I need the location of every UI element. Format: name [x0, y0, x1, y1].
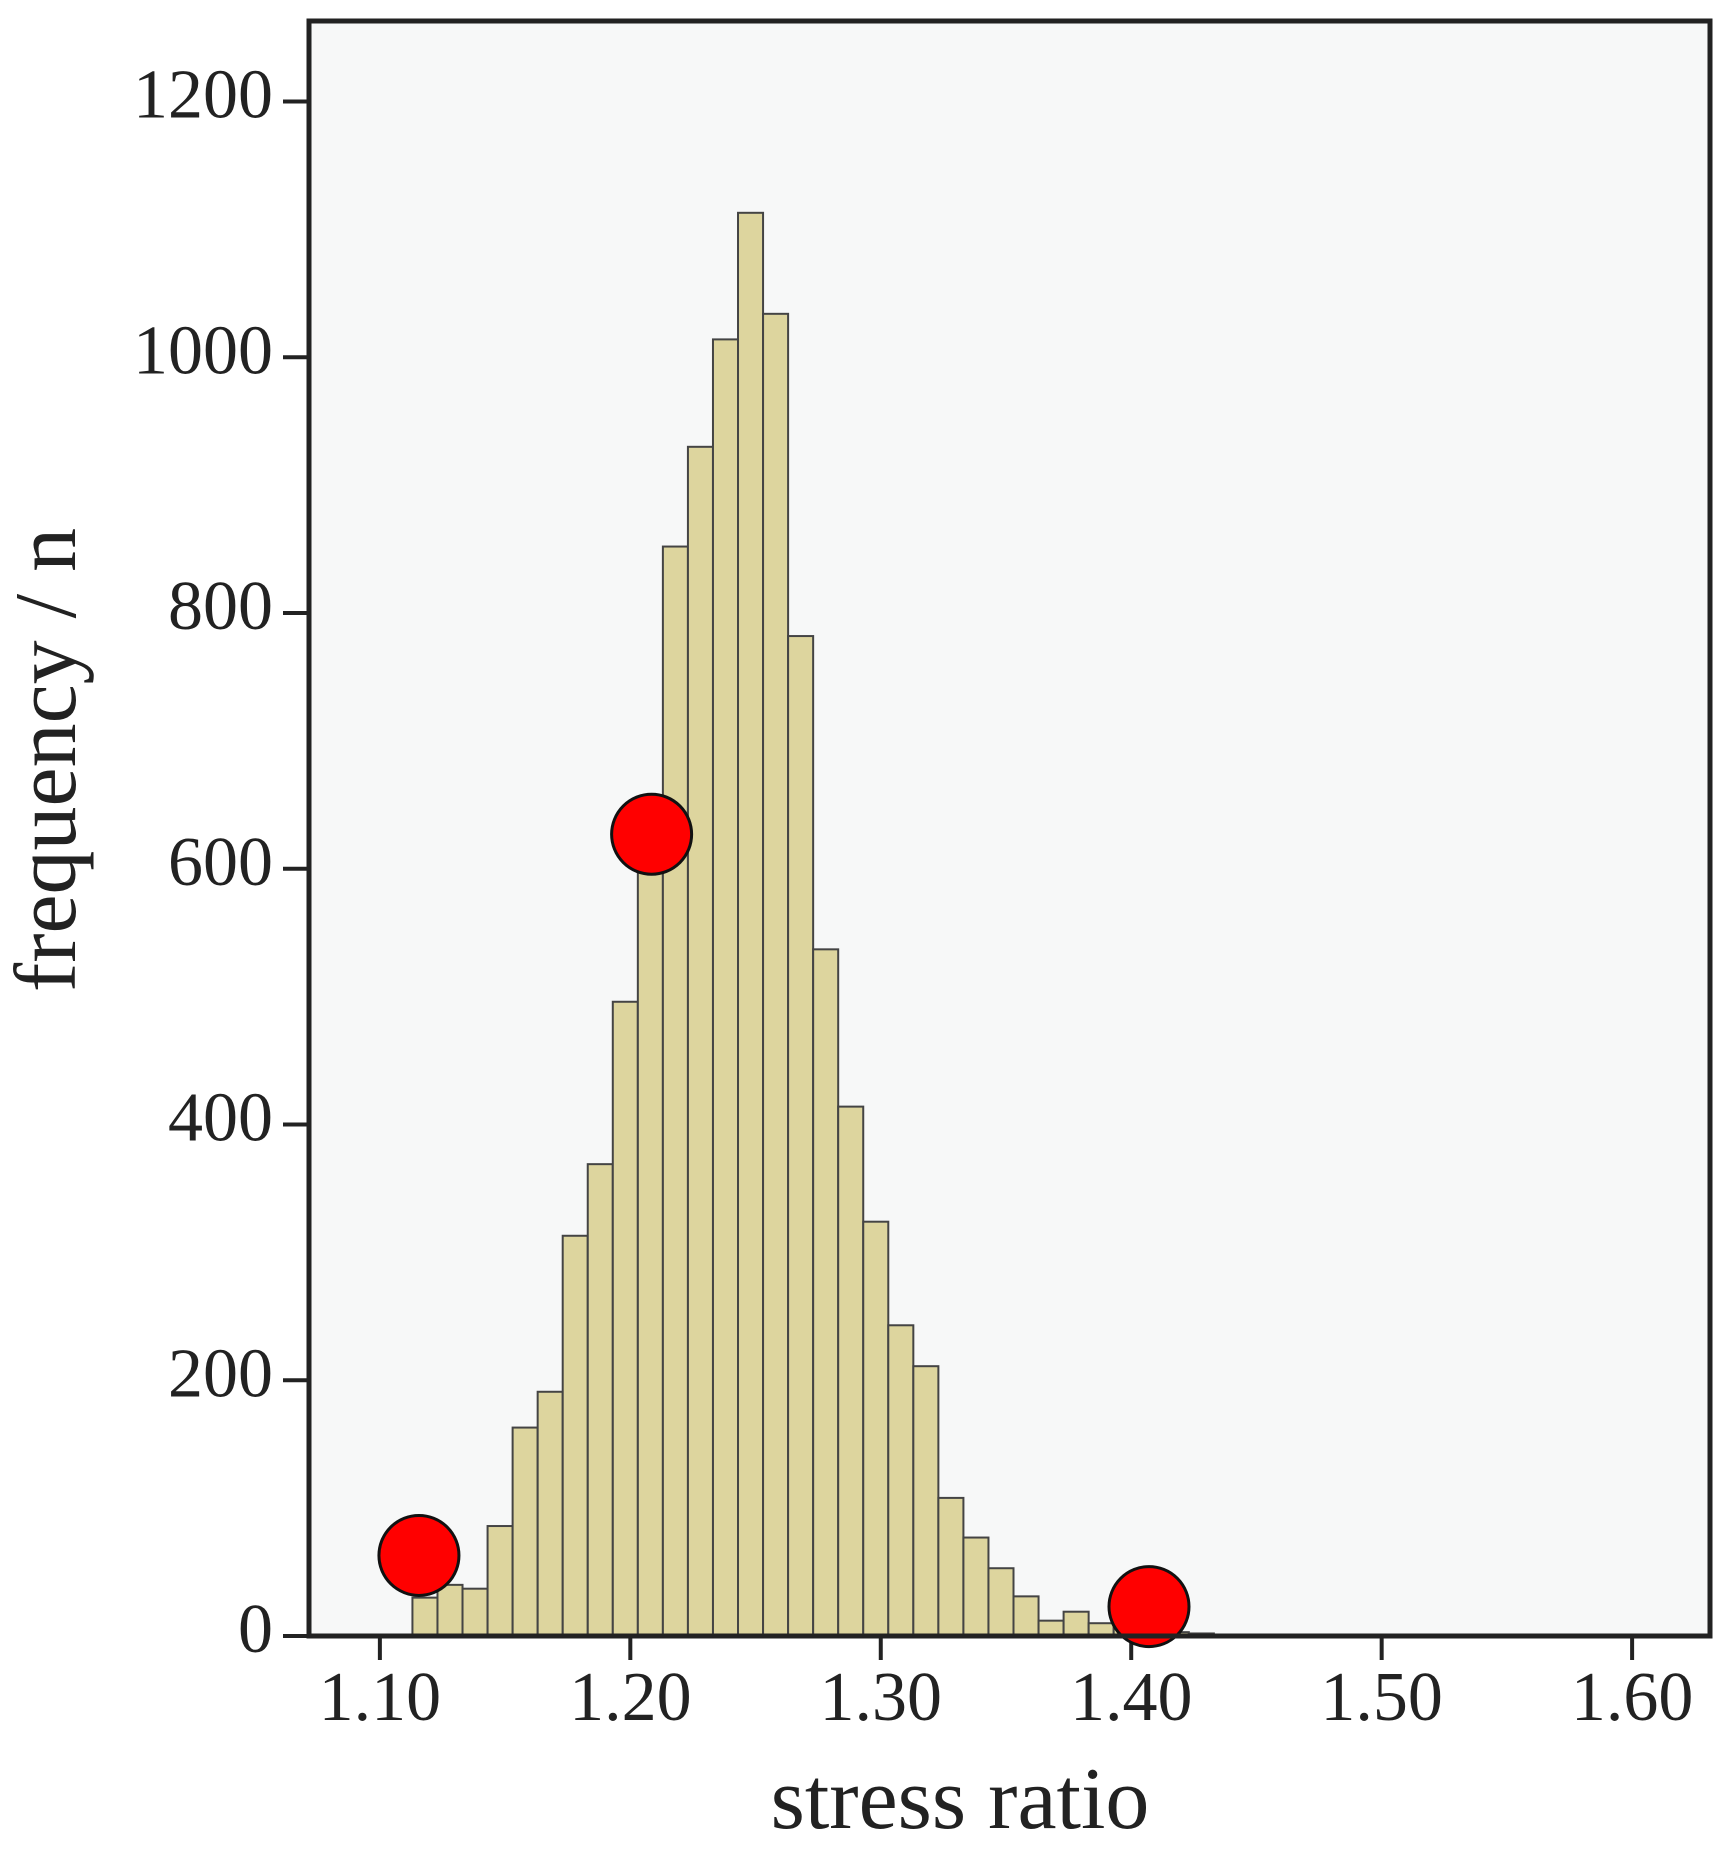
- y-tick-label: 1000: [133, 312, 273, 389]
- bar: [611, 1000, 639, 1637]
- bar: [486, 1525, 514, 1637]
- bar: [436, 1583, 464, 1637]
- bar: [461, 1587, 489, 1637]
- bar: [411, 1596, 439, 1637]
- x-tick-label: 1.30: [820, 1659, 943, 1736]
- bar: [536, 1390, 564, 1638]
- bar: [962, 1536, 990, 1638]
- y-tick-label: 600: [168, 824, 273, 901]
- marker-point: [377, 1513, 461, 1597]
- y-tick-label: 1200: [133, 57, 273, 134]
- bar: [837, 1105, 865, 1637]
- bar: [661, 545, 689, 1638]
- y-tick-label: 800: [168, 568, 273, 645]
- bar: [762, 312, 790, 1637]
- plot-background: [309, 21, 1710, 1636]
- y-tick-label: 0: [238, 1591, 273, 1668]
- x-tick-label: 1.40: [1070, 1659, 1193, 1736]
- x-tick-label: 1.10: [319, 1659, 442, 1736]
- bar: [987, 1567, 1015, 1637]
- bar: [887, 1324, 915, 1637]
- x-tick-label: 1.50: [1320, 1659, 1443, 1736]
- bar: [1062, 1610, 1090, 1638]
- bar: [937, 1496, 965, 1638]
- bar: [636, 815, 664, 1637]
- x-tick-label: 1.20: [569, 1659, 692, 1736]
- bar: [862, 1220, 890, 1637]
- x-axis-label: stress ratio: [771, 1751, 1150, 1848]
- bar: [561, 1234, 589, 1638]
- bar: [737, 211, 765, 1638]
- bar: [1012, 1595, 1040, 1637]
- plot-frame: [306, 18, 1713, 1639]
- marker-point: [1107, 1565, 1191, 1649]
- marker-point: [610, 792, 694, 876]
- y-axis-label: frequency / n: [0, 528, 95, 992]
- bar: [711, 338, 740, 1637]
- bar: [912, 1365, 940, 1637]
- bar: [586, 1163, 614, 1638]
- bar: [787, 635, 815, 1637]
- y-tick-label: 400: [168, 1080, 273, 1157]
- bar: [686, 445, 714, 1637]
- bar: [812, 948, 840, 1637]
- x-tick-label: 1.60: [1571, 1659, 1694, 1736]
- y-tick-label: 200: [168, 1335, 273, 1412]
- bar: [511, 1426, 539, 1637]
